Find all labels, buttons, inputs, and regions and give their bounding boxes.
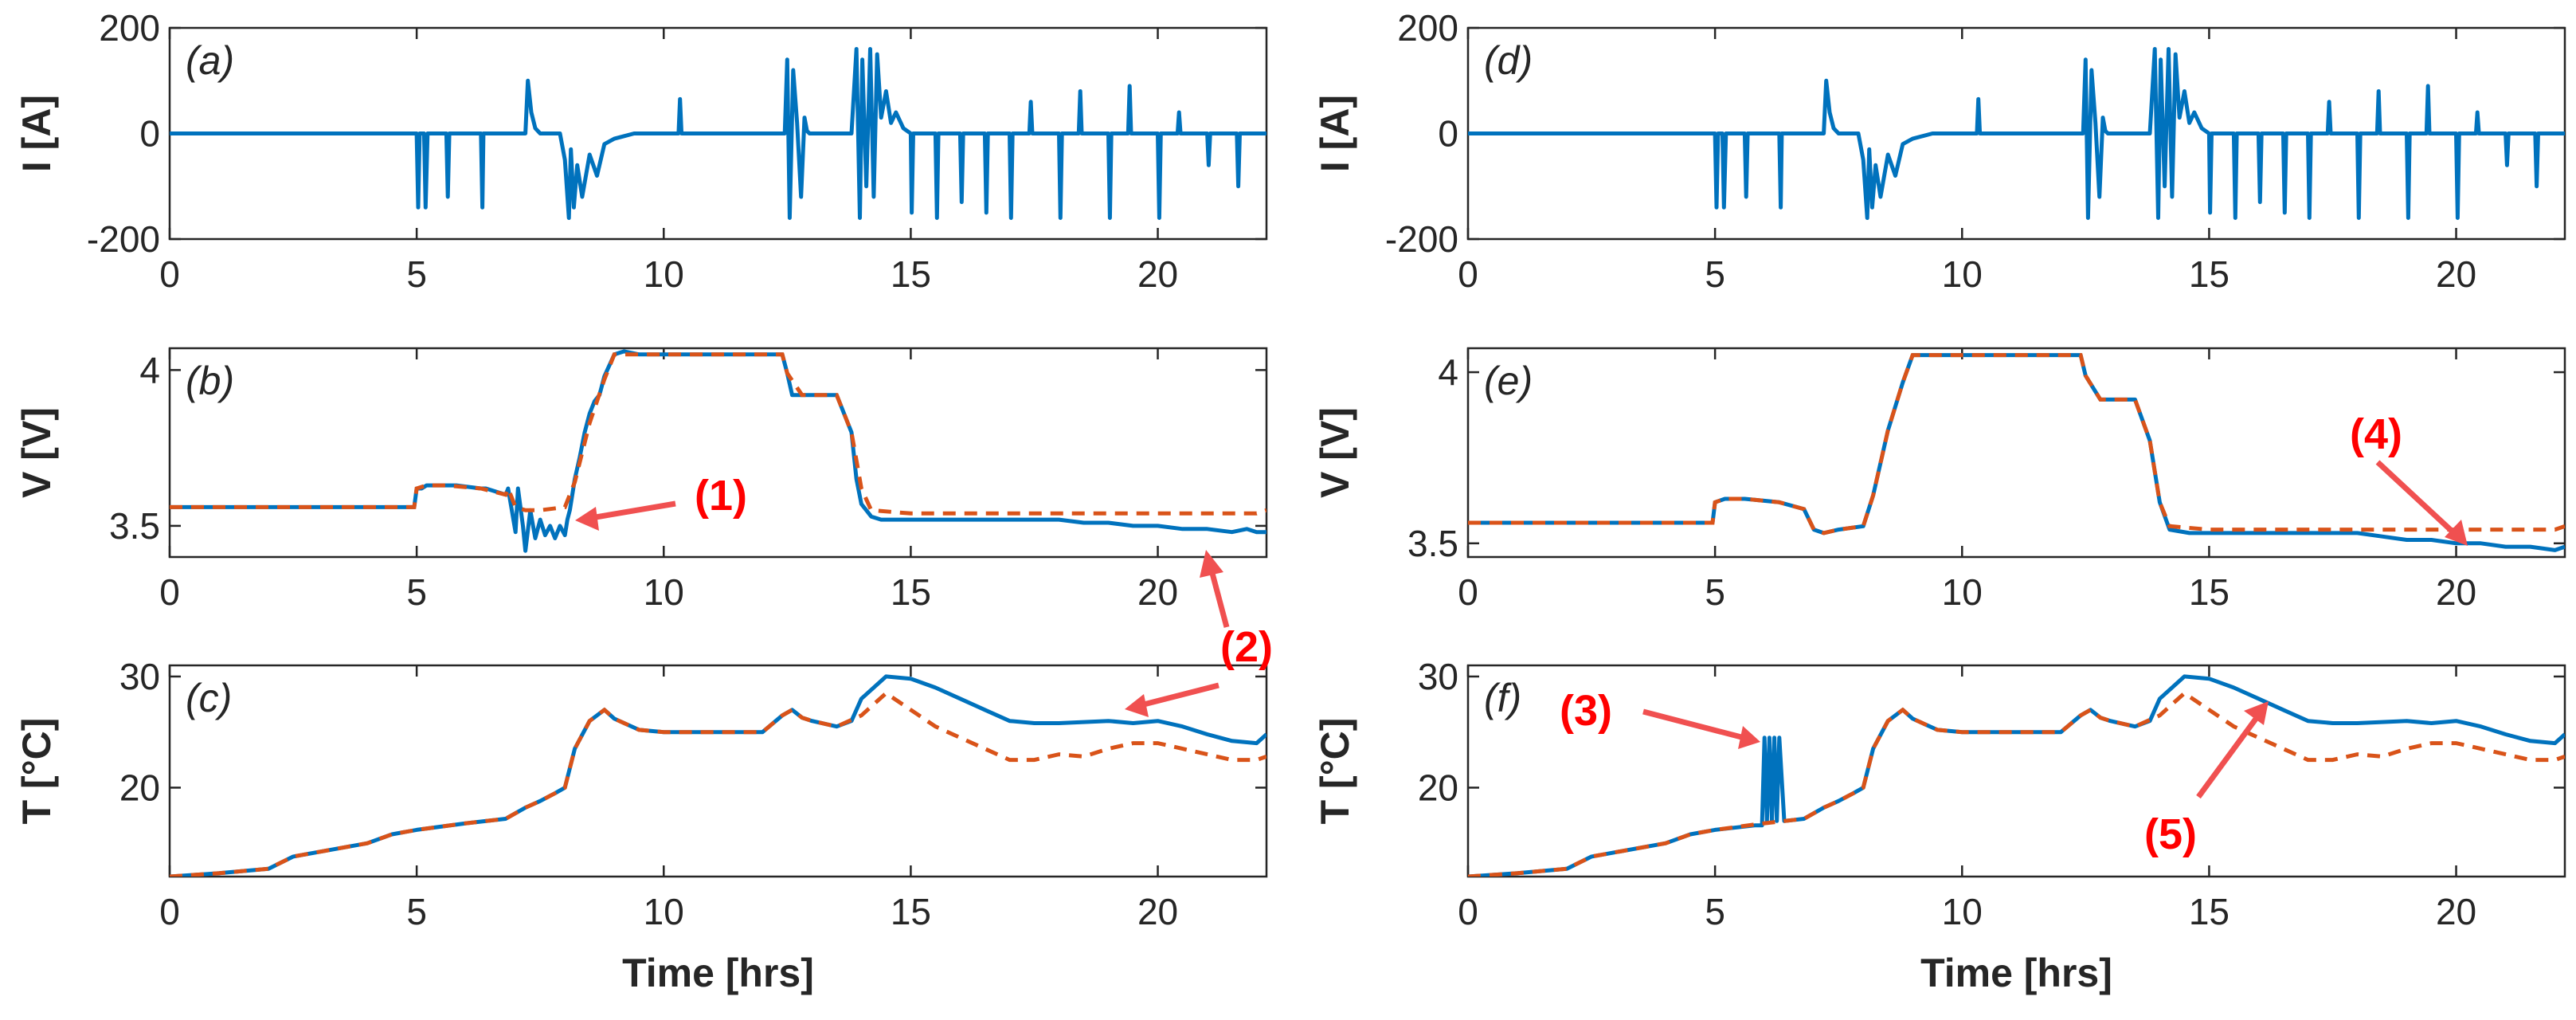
y-tick-label: 3.5 — [109, 505, 160, 547]
y-tick-label: 4 — [1438, 351, 1458, 393]
y-tick-label: 20 — [119, 767, 160, 808]
x-tick-label: 0 — [1458, 253, 1478, 295]
x-tick-label: 5 — [1705, 571, 1725, 613]
series-measured — [170, 674, 1266, 877]
y-axis-label: T [°C] — [1313, 718, 1357, 825]
annotations: (1) (2) (3) (4) (5) — [575, 410, 2468, 858]
x-tick-label: 15 — [2189, 571, 2230, 613]
annotation-arrow-3 — [1642, 708, 1745, 741]
series-model — [1468, 353, 2565, 536]
series-model — [170, 352, 1266, 516]
plot-frame — [1466, 664, 2566, 878]
panel-label: (e) — [1484, 359, 1533, 403]
series-model — [1468, 690, 2565, 877]
x-tick-label: 15 — [891, 571, 931, 613]
y-tick-label: -200 — [1385, 218, 1458, 260]
x-tick-label: 20 — [2436, 253, 2476, 295]
x-tick-label: 5 — [406, 891, 427, 932]
annotation-arrowhead-2a — [1200, 550, 1223, 578]
x-axis-label: Time [hrs] — [1920, 951, 2112, 995]
panel-label: (d) — [1484, 38, 1533, 83]
annotation-arrowhead-4 — [2445, 520, 2468, 546]
y-tick-label: 200 — [99, 7, 160, 49]
y-axis-label: I [A] — [1313, 95, 1357, 172]
x-tick-label: 10 — [1942, 891, 1983, 932]
annotation-label-2: (2) — [1220, 623, 1273, 671]
x-tick-label: 20 — [2436, 891, 2476, 932]
x-tick-label: 5 — [1705, 253, 1725, 295]
panel-b: 0 5 10 15 20 3.5 4 V [V] (b) — [14, 347, 1268, 613]
x-tick-label: 5 — [406, 571, 427, 613]
panel-e: 0 5 10 15 20 3.5 4 V [V] (e) — [1313, 347, 2566, 613]
x-tick-label: 20 — [1137, 253, 1178, 295]
annotation-label-4: (4) — [2350, 410, 2402, 458]
series-model — [170, 690, 1266, 877]
x-tick-label: 15 — [891, 253, 931, 295]
annotation-arrow-2a — [1208, 567, 1230, 628]
y-tick-label: 0 — [139, 113, 160, 155]
x-tick-label: 0 — [1458, 571, 1478, 613]
series-measured — [170, 349, 1266, 553]
y-tick-label: 3.5 — [1407, 523, 1458, 564]
x-tick-label: 15 — [2189, 891, 2230, 932]
x-tick-label: 0 — [159, 253, 180, 295]
y-tick-label: 0 — [1438, 113, 1458, 155]
y-axis-label: I [A] — [14, 95, 59, 172]
y-axis-label: V [V] — [14, 407, 59, 498]
annotation-arrow-1 — [590, 500, 676, 521]
y-tick-label: 30 — [1418, 656, 1458, 697]
annotation-label-3: (3) — [1560, 687, 1612, 735]
x-tick-label: 0 — [1458, 891, 1478, 932]
annotation-arrowhead-1 — [575, 507, 599, 531]
series-measured — [1468, 47, 2565, 220]
x-axis-label: Time [hrs] — [622, 951, 814, 995]
x-tick-label: 10 — [644, 571, 684, 613]
panel-label: (b) — [186, 359, 234, 403]
annotation-arrow-2b — [1140, 682, 1219, 708]
annotation-label-5: (5) — [2144, 810, 2197, 858]
x-tick-label: 20 — [2436, 571, 2476, 613]
x-tick-label: 10 — [1942, 571, 1983, 613]
y-tick-label: 30 — [119, 656, 160, 697]
x-tick-label: 0 — [159, 891, 180, 932]
panel-label: (c) — [186, 676, 232, 720]
annotation-arrowhead-2b — [1125, 694, 1149, 717]
panel-label: (a) — [186, 38, 234, 83]
y-axis-label: V [V] — [1313, 407, 1357, 498]
panel-label: (f) — [1484, 676, 1521, 720]
series-measured — [170, 47, 1266, 220]
annotation-arrow-5 — [2196, 713, 2261, 799]
y-axis-label: T [°C] — [14, 718, 59, 825]
x-tick-label: 15 — [2189, 253, 2230, 295]
x-tick-label: 20 — [1137, 891, 1178, 932]
y-tick-label: -200 — [87, 218, 160, 260]
y-tick-label: 200 — [1397, 7, 1458, 49]
annotation-arrow-4 — [2375, 460, 2457, 536]
plot-frame — [168, 347, 1268, 559]
x-tick-label: 10 — [1942, 253, 1983, 295]
x-tick-label: 0 — [159, 571, 180, 613]
plot-frame — [1466, 347, 2566, 559]
panel-c: 0 5 10 15 20 20 30 T [°C] Time [hrs] (c) — [14, 656, 1268, 995]
x-tick-label: 15 — [891, 891, 931, 932]
annotation-arrowhead-3 — [1738, 726, 1760, 749]
x-tick-label: 10 — [644, 891, 684, 932]
x-tick-label: 10 — [644, 253, 684, 295]
panel-f: 0 5 10 15 20 20 30 T [°C] Time [hrs] (f) — [1313, 656, 2566, 995]
x-tick-label: 5 — [406, 253, 427, 295]
y-tick-label: 20 — [1418, 767, 1458, 808]
x-tick-label: 20 — [1137, 571, 1178, 613]
series-measured — [1468, 674, 2565, 877]
annotation-arrowhead-5 — [2244, 701, 2269, 725]
plot-frame — [168, 664, 1268, 878]
x-tick-label: 5 — [1705, 891, 1725, 932]
y-tick-label: 4 — [139, 349, 160, 390]
annotation-label-1: (1) — [695, 472, 747, 520]
